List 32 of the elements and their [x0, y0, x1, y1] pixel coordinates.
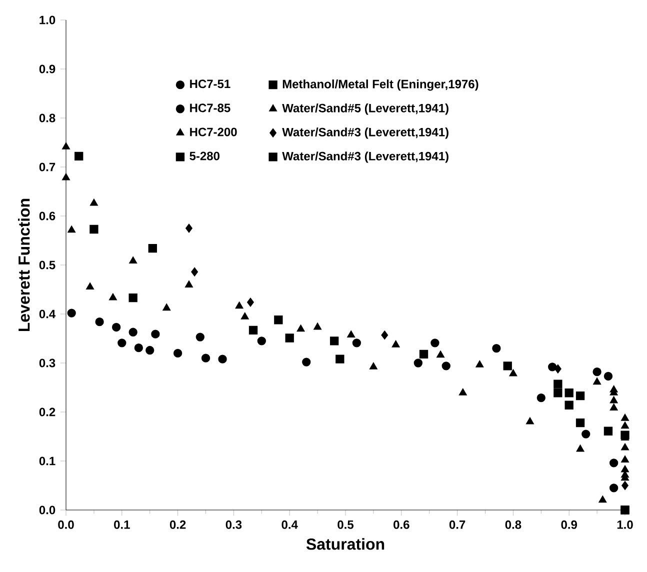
- legend-label: HC7-85: [190, 104, 230, 112]
- x-tick-label: 0.6: [394, 520, 410, 529]
- x-tick-label: 0.1: [114, 520, 130, 529]
- x-tick-label: 1.0: [617, 520, 633, 529]
- legend-label: Methanol/Metal Felt (Eninger,1976): [282, 79, 478, 91]
- y-tick-label: 0.6: [39, 212, 56, 220]
- y-tick-label: 0.1: [39, 456, 56, 466]
- x-tick-label: 0.8: [505, 520, 522, 529]
- y-tick-label: 1.0: [40, 16, 56, 24]
- y-tick-label: 0.2: [39, 408, 56, 416]
- y-tick-label: 0.9: [39, 64, 56, 74]
- y-tick-label: 0.5: [39, 260, 56, 270]
- legend-label: Water/Sand#3 (Leverett,1941): [282, 152, 448, 163]
- y-tick-label: 0.4: [39, 310, 56, 318]
- x-axis-title: Saturation: [306, 538, 384, 550]
- x-tick-label: 0.7: [449, 520, 466, 529]
- legend-label: 5-280: [190, 152, 220, 160]
- x-tick-label: 0.4: [282, 520, 298, 529]
- x-tick-label: 0.0: [58, 520, 74, 529]
- y-tick-label: 0.3: [39, 358, 56, 368]
- y-tick-label: 0.8: [39, 114, 56, 122]
- legend-label: HC7-200: [190, 128, 237, 136]
- x-tick-label: 0.2: [170, 520, 186, 529]
- legend-label: Water/Sand#5 (Leverett,1941): [282, 104, 448, 115]
- y-axis-title: Leverett Function: [18, 198, 30, 332]
- x-tick-label: 0.3: [226, 520, 242, 529]
- x-tick-label: 0.5: [338, 520, 354, 529]
- legend-label: HC7-51: [190, 80, 230, 88]
- legend-label: Water/Sand#3 (Leverett,1941): [282, 128, 448, 139]
- y-tick-label: 0.7: [39, 162, 56, 172]
- x-tick-label: 0.9: [561, 520, 577, 529]
- y-tick-label: 0.0: [39, 506, 56, 514]
